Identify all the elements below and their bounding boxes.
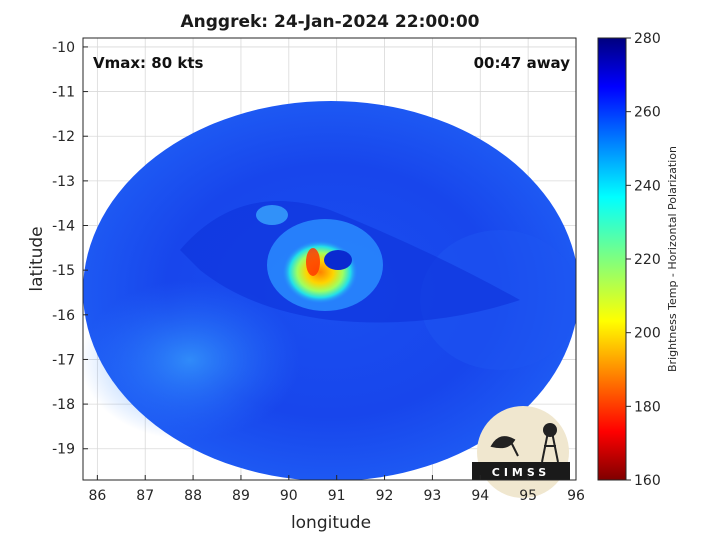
x-tick-label: 88 [184,488,202,504]
y-tick-label: -15 [52,263,75,279]
x-tick-label: 90 [280,488,298,504]
x-axis-label: longitude [291,513,371,533]
logo-dish-icon [490,436,519,457]
cimss-logo: CIMSS [472,406,570,498]
x-tick-label: 93 [423,488,441,504]
y-tick-label: -17 [52,352,75,368]
x-tick-label: 95 [519,488,537,504]
colorbar-ticks: 160 180 200 220 240 260 280 [626,31,661,489]
y-tick-label: -14 [52,219,75,235]
colorbar-label: Brightness Temp - Horizontal Polarizatio… [666,146,679,372]
x-tick-label: 86 [88,488,106,504]
vmax-annotation: Vmax: 80 kts [93,54,203,72]
time-away-annotation: 00:47 away [474,54,571,72]
y-tick-label: -12 [52,129,75,145]
colorbar-tick-label: 240 [634,178,661,194]
cloud-patch [256,205,288,225]
colorbar-tick-label: 200 [634,326,661,342]
eye [324,250,352,270]
x-tick-label: 94 [471,488,489,504]
y-tick-label: -13 [52,174,75,190]
brightness-temp-field [83,101,576,480]
x-tick-label: 92 [376,488,394,504]
eyewall-core [282,240,358,304]
logo-text: CIMSS [492,466,550,479]
chart-title: Anggrek: 24-Jan-2024 22:00:00 [180,12,480,32]
x-tick-label: 96 [567,488,585,504]
colorbar-tick-label: 160 [634,473,661,489]
x-axis: 86 87 88 89 90 91 92 93 94 95 96 [88,475,585,504]
logo-tank-icon [543,423,557,437]
y-axis: -10 -11 -12 -13 -14 -15 -16 -17 -18 -19 [52,40,88,458]
x-tick-label: 91 [328,488,346,504]
colorbar [597,37,627,481]
y-tick-label: -10 [52,40,75,56]
eyewall-hot [306,248,320,276]
logo-tower-icon [541,431,559,463]
x-tick-label: 89 [232,488,250,504]
y-tick-label: -19 [52,442,75,458]
swath-outer-band [83,280,300,440]
colorbar-tick-label: 220 [634,252,661,268]
y-tick-label: -18 [52,397,75,413]
y-tick-label: -11 [52,85,75,101]
colorbar-tick-label: 260 [634,105,661,121]
y-tick-label: -16 [52,308,75,324]
logo-banner [472,462,570,480]
x-tick-label: 87 [136,488,154,504]
colorbar-tick-label: 280 [634,31,661,47]
y-axis-label: latitude [27,226,47,291]
colorbar-tick-label: 180 [634,399,661,415]
